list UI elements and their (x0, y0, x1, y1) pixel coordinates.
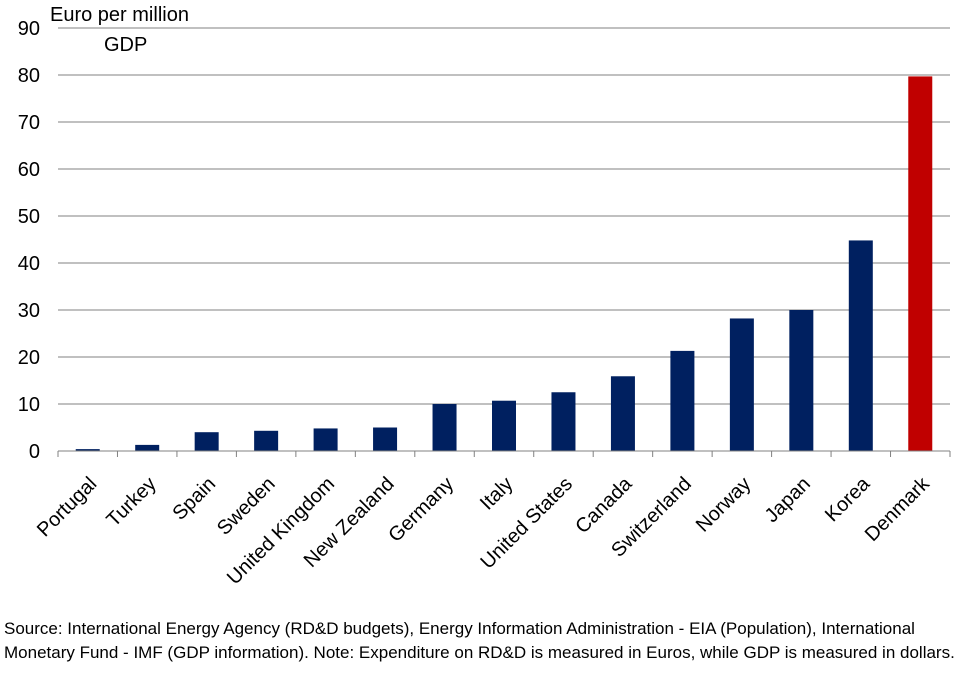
y-tick-label: 50 (18, 206, 40, 228)
y-tick-label: 80 (18, 65, 40, 87)
bar-united-states (551, 392, 576, 451)
y-tick-label: 30 (18, 300, 40, 322)
source-note: Source: International Energy Agency (RD&… (4, 619, 955, 662)
bar-italy (492, 400, 516, 451)
x-tick-label: Spain (168, 473, 220, 525)
bar-canada (610, 376, 635, 451)
bar-norway (729, 318, 754, 451)
y-tick-label: 40 (18, 253, 40, 275)
y-tick-label: 90 (18, 18, 40, 40)
y-axis-unit-line-1: Euro per million (50, 4, 189, 26)
x-tick-label: Japan (761, 473, 815, 527)
bar-turkey (135, 444, 160, 451)
x-tick-label: Turkey (102, 473, 160, 531)
x-tick-label: Denmark (861, 472, 935, 546)
bar-new-zealand (373, 427, 398, 451)
x-axis (57, 450, 951, 457)
x-tick-label: Germany (384, 473, 458, 547)
x-tick-label: Portugal (33, 473, 101, 541)
y-tick-label: 60 (18, 159, 40, 181)
y-tick-label: 10 (18, 394, 40, 416)
bars (75, 76, 933, 451)
bar-korea (848, 240, 873, 451)
bar-chart: 0 10 20 30 40 50 60 70 80 90 Portugal Turkey SpainS… (18, 4, 951, 589)
bar-sweden (254, 430, 279, 451)
bar-japan (789, 310, 814, 451)
bar-switzerland (670, 350, 695, 451)
bar-germany (432, 404, 457, 451)
y-axis-ticks: 0 10 20 30 40 50 60 70 80 90 (18, 18, 40, 463)
bar-spain (194, 432, 219, 451)
bar-united-kingdom (313, 428, 338, 451)
x-tick-label: Norway (692, 473, 755, 536)
x-tick-label: Korea (821, 472, 875, 526)
gridlines (58, 27, 950, 405)
x-tick-label: Italy (476, 473, 517, 514)
y-tick-label: 70 (18, 112, 40, 134)
bar-portugal (75, 449, 100, 451)
y-axis-unit-line-2: GDP (104, 34, 147, 56)
y-tick-label: 20 (18, 347, 40, 369)
x-tick-label: United Kingdom (223, 473, 339, 589)
y-tick-label: 0 (29, 441, 40, 463)
bar-denmark (908, 76, 933, 451)
